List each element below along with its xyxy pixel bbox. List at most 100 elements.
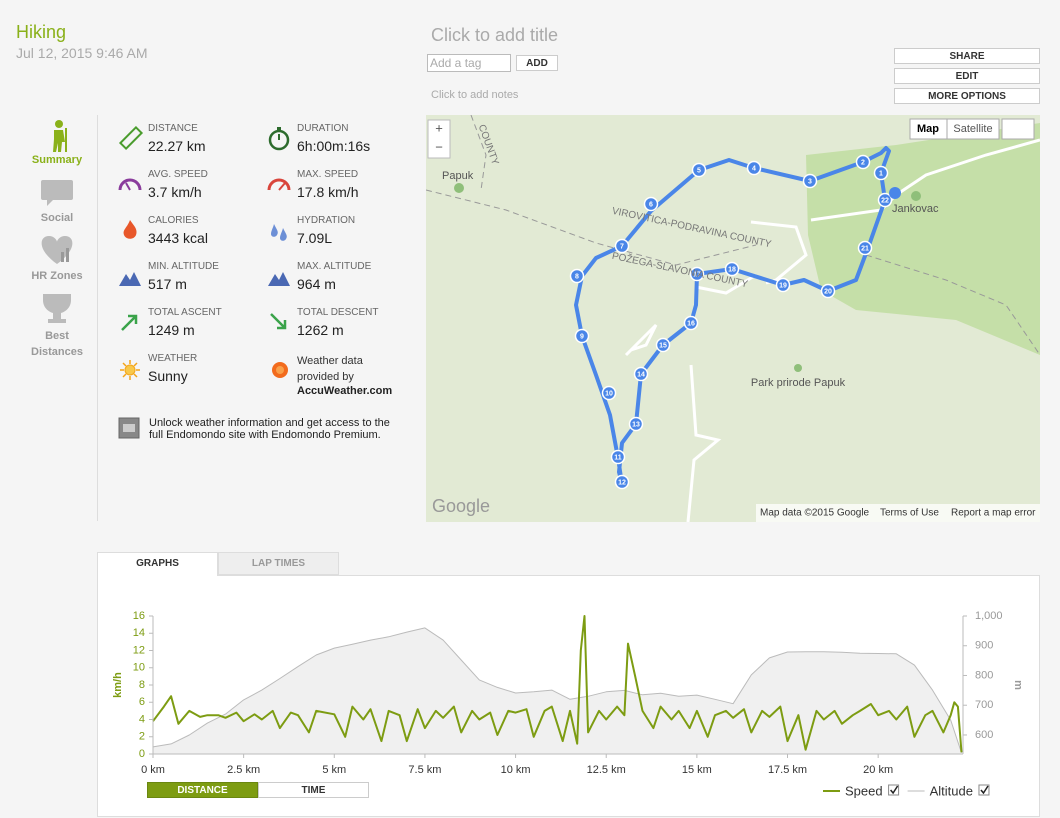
- notes-input[interactable]: Click to add notes: [431, 89, 519, 101]
- stat-icon: [121, 314, 138, 331]
- stat-label: DISTANCE: [148, 123, 198, 134]
- route-marker-label: 1: [879, 170, 883, 177]
- stat-icon: [118, 126, 144, 151]
- place-icon: [794, 364, 802, 372]
- title-input[interactable]: Click to add title: [431, 25, 559, 45]
- x-tick-label: 12.5 km: [587, 764, 626, 776]
- satellite-button[interactable]: [946, 118, 1000, 140]
- attribution: Map data ©2015 Google: [760, 508, 870, 519]
- add-tag-button[interactable]: ADD: [516, 55, 558, 71]
- route-marker: [802, 173, 818, 189]
- legend-checkbox[interactable]: [888, 784, 900, 796]
- park-area: [806, 123, 1040, 355]
- edit-button[interactable]: EDIT: [894, 68, 1040, 84]
- stat-label: TOTAL ASCENT: [148, 307, 222, 318]
- map-type-label[interactable]: Map: [917, 123, 939, 135]
- weather-value: Sunny: [148, 368, 188, 384]
- premium-icon: [118, 417, 140, 439]
- route-marker: [633, 366, 649, 382]
- activity-title: Hiking: [16, 22, 67, 42]
- stat-label: AVG. SPEED: [148, 169, 208, 180]
- route-marker-label: 12: [618, 479, 626, 486]
- route-marker-label: 16: [687, 320, 695, 327]
- x-tick-label: 10 km: [501, 764, 531, 776]
- legend-check: [980, 785, 989, 795]
- weather-label: WEATHER: [148, 353, 198, 364]
- legend-check: [890, 785, 899, 795]
- route-marker: [683, 315, 699, 331]
- y2-tick-label: 700: [975, 699, 993, 711]
- route-marker: [775, 277, 791, 293]
- route-marker: [610, 449, 626, 465]
- route-marker-label: 18: [728, 266, 736, 273]
- share-button[interactable]: SHARE: [894, 48, 1040, 64]
- y-axis-label: km/h: [112, 672, 124, 698]
- fullscreen-button[interactable]: [1001, 118, 1035, 140]
- graphs-tab[interactable]: GRAPHS: [97, 552, 218, 576]
- sidebar-summary[interactable]: Summary: [31, 154, 83, 166]
- route-marker-label: 17: [693, 271, 701, 278]
- y-tick-label: 10: [133, 662, 145, 674]
- stat-value: 17.8 km/h: [297, 184, 359, 200]
- route: [574, 146, 891, 485]
- stat-label: MAX. ALTITUDE: [297, 261, 372, 272]
- x-tick-label: 17.5 km: [768, 764, 807, 776]
- x-tick-label: 20 km: [863, 764, 893, 776]
- route-marker: [628, 416, 644, 432]
- time-toggle[interactable]: TIME: [258, 782, 369, 798]
- lap-times-tab[interactable]: LAP TIMES: [218, 552, 339, 575]
- route-marker: [691, 162, 707, 178]
- sidebar-social[interactable]: Social: [40, 212, 74, 224]
- region-label: COUNTY: [476, 123, 501, 167]
- y-tick-label: 2: [139, 731, 145, 743]
- stat-label: DURATION: [297, 123, 349, 134]
- route-marker-label: 8: [575, 273, 579, 280]
- borders: [426, 115, 1040, 356]
- route-marker-label: 5: [697, 167, 701, 174]
- weather-icons: [120, 360, 288, 380]
- sidebar-hr-zones[interactable]: HR Zones: [31, 270, 83, 282]
- zoom-in[interactable]: +: [435, 120, 443, 135]
- report-link[interactable]: Report a map error: [951, 508, 1036, 519]
- route-marker: [655, 337, 671, 353]
- stat-icon: [267, 178, 291, 191]
- place-icon: [911, 191, 921, 201]
- zoom-out[interactable]: −: [435, 139, 443, 154]
- route-marker-label: 20: [824, 288, 832, 295]
- distance-toggle[interactable]: DISTANCE: [147, 782, 258, 798]
- series-line: [152, 627, 962, 753]
- terms-link[interactable]: Terms of Use: [880, 508, 939, 519]
- route-marker-label: 22: [881, 197, 889, 204]
- route-marker: [614, 238, 630, 254]
- stat-value: 964 m: [297, 276, 336, 292]
- legend-label: Altitude: [930, 783, 973, 798]
- chart: 0 2 4 6 8 10 12 14 16 600 700 800 900 1,000 0 km 2.5 km…: [112, 610, 1024, 799]
- route-marker-label: 14: [637, 371, 645, 378]
- altitude-area: [153, 627, 962, 754]
- pin-icon: [889, 187, 901, 199]
- stat-value: 1262 m: [297, 322, 344, 338]
- route-marker-label: 13: [632, 421, 640, 428]
- route-marker-label: 4: [752, 165, 756, 172]
- y-tick-label: 0: [139, 748, 145, 760]
- stat-label: MAX. SPEED: [297, 169, 359, 180]
- place-icon: [454, 183, 464, 193]
- route-marker: [873, 165, 889, 181]
- sidebar-icons: [41, 120, 73, 323]
- legend-checkbox[interactable]: [978, 784, 990, 796]
- y2-tick-label: 900: [975, 640, 993, 652]
- y-tick-label: 4: [139, 713, 145, 725]
- route-marker-label: 11: [614, 454, 622, 461]
- more-options-button[interactable]: MORE OPTIONS: [894, 88, 1040, 104]
- stat-value: 22.27 km: [148, 138, 206, 154]
- sidebar-best-distances[interactable]: Best Distances: [31, 330, 83, 358]
- weather-provider[interactable]: AccuWeather.com: [297, 385, 393, 397]
- x-tick-label: 5 km: [322, 764, 346, 776]
- premium-note: Unlock weather information and get acces…: [149, 417, 390, 441]
- satellite-label[interactable]: Satellite: [953, 123, 992, 135]
- route-marker: [643, 196, 659, 212]
- sidebar-divider: [97, 115, 98, 521]
- tag-input[interactable]: Add a tag: [427, 54, 511, 72]
